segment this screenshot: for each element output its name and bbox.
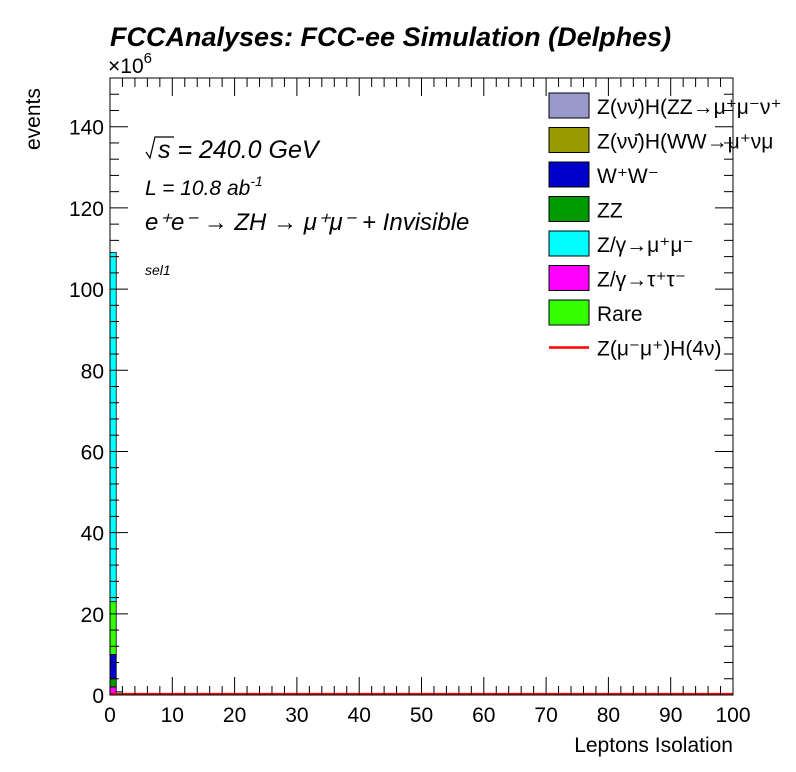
x-tick-label: 10 (161, 704, 184, 727)
legend-swatch (548, 161, 590, 188)
x-tick-label: 90 (659, 704, 682, 727)
legend-swatch (548, 230, 590, 257)
legend-label: Z/γ→μ⁺μ⁻ (597, 234, 694, 257)
x-tick-label: 30 (285, 704, 308, 727)
legend-label: W⁺W⁻ (597, 165, 659, 188)
x-tick-label: 100 (715, 704, 750, 727)
annotation-selection: sel1 (145, 262, 171, 278)
y-tick-label: 80 (81, 360, 104, 383)
x-tick-label: 80 (597, 704, 620, 727)
svg-text:s = 240.0 GeV: s = 240.0 GeV (158, 136, 321, 164)
legend-label: ZZ (597, 200, 623, 223)
legend-swatch (548, 299, 590, 326)
x-tick-label: 40 (348, 704, 371, 727)
legend-swatch (548, 196, 590, 222)
y-tick-label: 40 (81, 523, 104, 546)
y-tick-label: 120 (69, 198, 104, 221)
y-tick-label: 20 (81, 604, 104, 627)
legend-label: Z(μ⁻μ⁺)H(4ν) (597, 338, 722, 361)
annotation-luminosity: L = 10.8 ab-1 (145, 173, 263, 200)
legend: Z(νν̄)H(ZZ→μ⁺μ⁻ν⁺ Z(νν̄)H(WW→μ⁺νμ W⁺W⁻ ZZ Z/… (548, 92, 782, 361)
legend-swatch (548, 127, 590, 153)
bar-bin0-2 (109, 654, 117, 680)
legend-label: Z(νν̄)H(WW→μ⁺νμ (597, 131, 773, 154)
chart-title: FCCAnalyses: FCC-ee Simulation (Delphes) (110, 22, 671, 52)
x-axis-title: Leptons Isolation (574, 734, 733, 757)
x-tick-label: 70 (534, 704, 557, 727)
x-tick-label: 60 (472, 704, 495, 727)
y-axis-title: events (22, 88, 45, 150)
x-tick-label: 20 (223, 704, 246, 727)
x-tick-label: 50 (410, 704, 433, 727)
y-tick-label: 100 (69, 279, 104, 302)
legend-label: Z(νν̄)H(ZZ→μ⁺μ⁻ν⁺ (597, 96, 782, 119)
legend-label: Z/γ→τ⁺τ⁻ (597, 269, 686, 292)
y-tick-label: 140 (69, 117, 104, 140)
y-exponent-label: ×106 (108, 50, 152, 78)
legend-label: Rare (597, 303, 643, 326)
histogram-bars (109, 252, 130, 696)
legend-swatch (548, 92, 590, 119)
x-tick-label: 0 (104, 704, 116, 727)
y-tick-label: 0 (92, 685, 104, 708)
annotation-process: e⁺e⁻ → ZH → μ⁺μ⁻ + Invisible (145, 209, 469, 236)
y-tick-label: 60 (81, 441, 104, 464)
bar-bin0-1 (109, 678, 117, 688)
y-axis: 0 20 40 60 80 100 120 140 (69, 77, 733, 708)
legend-swatch (548, 265, 590, 291)
x-axis: 0 10 20 30 40 50 60 70 80 90 100 (104, 78, 751, 727)
annotation-sqrt-s: s = 240.0 GeV (145, 136, 321, 164)
